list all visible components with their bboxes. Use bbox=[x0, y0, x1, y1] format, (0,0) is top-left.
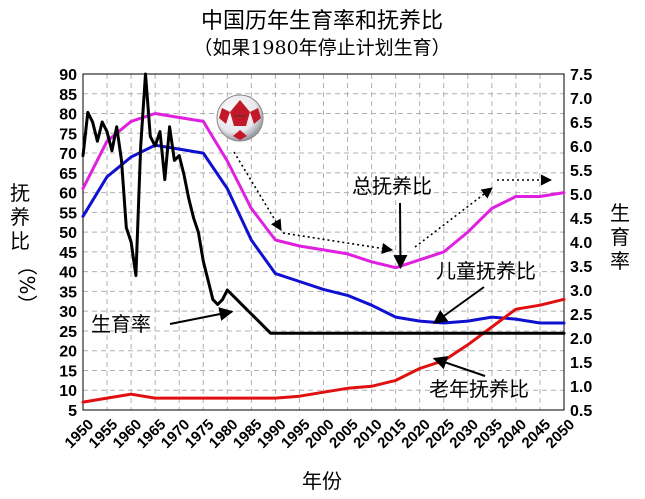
y-left-tick-label: 40 bbox=[59, 265, 77, 282]
y-left-tick-label: 65 bbox=[59, 166, 77, 183]
y-right-tick-label: 5.0 bbox=[570, 187, 592, 204]
y-left-axis-label: 抚 养 比 （%） bbox=[10, 181, 39, 315]
y-right-tick-label: 2.5 bbox=[570, 307, 592, 324]
series-lines bbox=[81, 72, 566, 404]
y-left-tick-label: 75 bbox=[59, 126, 77, 143]
y-left-tick-label: 30 bbox=[59, 304, 77, 321]
annotation-fertility-rate-arrow bbox=[169, 307, 234, 325]
y-left-tick-label: 10 bbox=[59, 383, 77, 400]
y-right-tick-label: 1.0 bbox=[570, 379, 592, 396]
y-right-label-char-3: 率 bbox=[610, 249, 630, 273]
y-right-label-char-1: 生 bbox=[610, 201, 630, 225]
annotation-elderly-dependency: 老年抚养比 bbox=[429, 377, 529, 401]
grid-lines bbox=[82, 73, 565, 411]
y-right-tick-label: 6.5 bbox=[570, 115, 592, 132]
y-left-tick-label: 25 bbox=[59, 324, 77, 341]
series-line-fertility-rate bbox=[81, 72, 566, 335]
y-left-label-char-3: 比 bbox=[10, 229, 30, 253]
annotation-child-dependency-arrow bbox=[432, 286, 485, 324]
annotation-elderly-dependency-arrow bbox=[432, 356, 486, 377]
y-left-tick-label: 80 bbox=[59, 107, 77, 124]
chart-subtitle: （如果1980年停止计划生育） bbox=[193, 37, 450, 59]
y-right-tick-labels: 0.5 1.0 1.5 2.0 2.5 3.0 3.5 4.0 4.5 5.0 5.5 6.0 6.5 7… bbox=[570, 67, 592, 420]
y-left-tick-label: 5 bbox=[68, 403, 77, 420]
x-axis-label: 年份 bbox=[302, 469, 342, 493]
y-left-tick-label: 20 bbox=[59, 344, 77, 361]
y-right-tick-label: 5.5 bbox=[570, 163, 592, 180]
y-right-label-char-2: 育 bbox=[610, 225, 630, 249]
y-left-tick-label: 85 bbox=[59, 87, 77, 104]
y-left-label-unit: （%） bbox=[15, 255, 39, 314]
y-right-tick-label: 1.5 bbox=[570, 355, 592, 372]
chart-title: 中国历年生育率和抚养比 bbox=[201, 9, 443, 34]
series-line-total-dependency bbox=[81, 112, 566, 270]
series-line-child-dependency bbox=[81, 143, 566, 325]
soccer-ball-icon: adidas bbox=[216, 94, 264, 142]
y-left-tick-label: 90 bbox=[59, 67, 77, 84]
y-right-tick-label: 4.5 bbox=[570, 211, 592, 228]
y-left-tick-label: 45 bbox=[59, 245, 77, 262]
y-left-tick-label: 15 bbox=[59, 363, 77, 380]
y-left-tick-label: 60 bbox=[59, 186, 77, 203]
y-right-axis-label: 生 育 率 bbox=[610, 201, 630, 273]
y-right-tick-label: 3.0 bbox=[570, 283, 592, 300]
y-left-tick-label: 35 bbox=[59, 284, 77, 301]
y-right-tick-label: 7.5 bbox=[570, 67, 592, 84]
y-right-tick-label: 4.0 bbox=[570, 235, 592, 252]
x-tick-label: 2050 bbox=[543, 416, 579, 452]
annotation-total-dependency: 总抚养比 bbox=[352, 174, 432, 198]
x-tick-labels: 1950195519601965197019751980198519901995… bbox=[62, 416, 579, 452]
y-left-label-char-2: 养 bbox=[10, 205, 30, 229]
annotation-child-dependency: 儿童抚养比 bbox=[436, 259, 536, 283]
series-annotations: 总抚养比 儿童抚养比 生育率 老年抚养比 bbox=[91, 174, 536, 401]
y-left-tick-labels: 5 10 15 20 25 30 35 40 45 50 55 60 65 70 75 80 85 90 bbox=[59, 67, 77, 420]
svg-text:adidas: adidas bbox=[234, 113, 246, 118]
annotation-fertility-rate: 生育率 bbox=[91, 312, 151, 336]
y-left-tick-label: 55 bbox=[59, 205, 77, 222]
annotation-total-dependency-arrow bbox=[393, 202, 408, 270]
y-right-tick-label: 6.0 bbox=[570, 139, 592, 156]
dotted-trend-arrows bbox=[233, 151, 553, 254]
plot-frame bbox=[82, 73, 565, 411]
y-right-tick-label: 3.5 bbox=[570, 259, 592, 276]
y-right-tick-label: 7.0 bbox=[570, 91, 592, 108]
y-left-tick-label: 50 bbox=[59, 225, 77, 242]
y-left-tick-label: 70 bbox=[59, 146, 77, 163]
y-right-tick-label: 0.5 bbox=[570, 403, 592, 420]
y-right-tick-label: 2.0 bbox=[570, 331, 592, 348]
y-left-label-char-1: 抚 bbox=[10, 181, 30, 205]
